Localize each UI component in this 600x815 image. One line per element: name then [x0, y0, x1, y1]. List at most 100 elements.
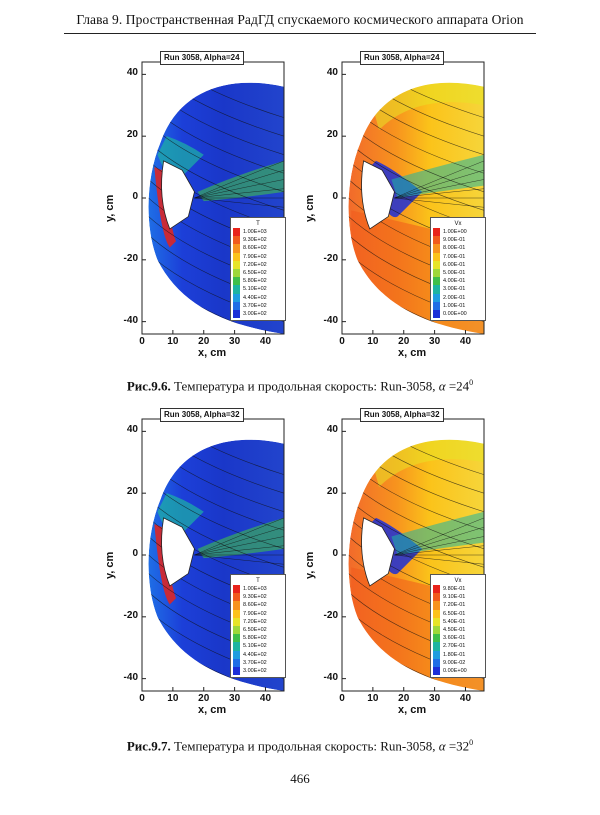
x-axis-label: x, cm	[198, 704, 227, 716]
legend-entry: 8.00E-01	[433, 244, 483, 253]
legend-swatch	[433, 244, 440, 253]
legend-value: 1.00E+03	[243, 586, 267, 593]
legend-entry: 9.30E+02	[233, 236, 283, 245]
color-legend: T 1.00E+03 9.30E+02 8.60E+02 7.90E+02 7.20E+0…	[230, 574, 286, 679]
legend-swatch	[233, 293, 240, 302]
x-axis-label: x, cm	[398, 704, 427, 716]
legend-swatch	[433, 585, 440, 594]
legend-entry: 2.70E-01	[433, 642, 483, 651]
header-rule	[64, 33, 536, 34]
legend-value: 1.00E+00	[443, 229, 467, 236]
legend-swatch	[233, 650, 240, 659]
legend-swatch	[233, 277, 240, 286]
legend-value: 6.50E-01	[443, 610, 466, 617]
plot-temperature-alpha32: Run 3058, Alpha=32 40 20 0 -20 -40 0 10 20 30 40 x,…	[104, 408, 288, 716]
legend-entry: 2.00E-01	[433, 293, 483, 302]
y-tick-label: 20	[326, 129, 338, 141]
legend-value: 4.00E-01	[443, 278, 466, 285]
x-tick-label: 10	[167, 336, 179, 347]
legend-entry: 4.00E-01	[433, 277, 483, 286]
legend-value: 5.80E+02	[243, 278, 267, 285]
legend-value: 5.40E-01	[443, 618, 466, 625]
y-tick-label: 0	[332, 191, 338, 202]
legend-swatch	[233, 609, 240, 618]
legend-entry: 3.00E-01	[433, 285, 483, 294]
legend-entry: 6.50E-01	[433, 609, 483, 618]
legend-value: 3.70E+02	[243, 659, 267, 666]
y-tick-label: -40	[323, 671, 338, 683]
y-tick-label: 20	[326, 486, 338, 498]
legend-value: 9.00E-02	[443, 659, 466, 666]
legend-value: 0.00E+00	[443, 310, 467, 317]
legend-swatch	[233, 244, 240, 253]
legend-value: 8.60E+02	[243, 602, 267, 609]
legend-value: 1.00E-01	[443, 302, 466, 309]
plot-title: Run 3058, Alpha=32	[360, 408, 444, 422]
legend-value: 0.00E+00	[443, 667, 467, 674]
legend-entry: 1.00E+00	[433, 228, 483, 237]
plot-velocity-alpha32: Run 3058, Alpha=32 40 20 0 -20 -40 0 10 20 30 40 x,…	[304, 408, 488, 716]
legend-swatch	[233, 236, 240, 245]
legend-value: 9.80E-01	[443, 586, 466, 593]
x-tick-label: 10	[167, 693, 179, 704]
legend-entry: 1.00E+03	[233, 228, 283, 237]
legend-swatch	[433, 268, 440, 278]
x-tick-label: 40	[259, 693, 272, 704]
legend-swatch	[233, 301, 240, 310]
x-tick-label: 0	[139, 693, 145, 704]
legend-value: 1.00E+03	[243, 229, 267, 236]
y-tick-label: 20	[126, 129, 138, 141]
legend-swatch	[433, 634, 440, 643]
legend-value: 3.60E-01	[443, 635, 466, 642]
legend-value: 4.40E+02	[243, 651, 267, 658]
legend-value: 4.40E+02	[243, 294, 267, 301]
legend-swatch	[233, 666, 240, 676]
legend-value: 9.00E-01	[443, 237, 466, 244]
legend-value: 9.30E+02	[243, 594, 267, 601]
page-header: Глава 9. Пространственная РадГД спускаем…	[76, 12, 524, 27]
legend-value: 7.20E+02	[243, 261, 267, 268]
legend-swatch	[433, 617, 440, 626]
figure-caption: Рис.9.6. Температура и продольная скорос…	[126, 378, 474, 394]
legend-value: 9.30E+02	[243, 237, 267, 244]
y-tick-label: -40	[323, 314, 338, 326]
legend-entry: 6.00E-01	[433, 260, 483, 269]
legend-swatch	[433, 650, 440, 659]
legend-swatch	[433, 658, 440, 667]
x-tick-label: 30	[429, 336, 441, 347]
figure-caption: Рис.9.7. Температура и продольная скорос…	[126, 738, 474, 754]
plot-title: Run 3058, Alpha=24	[160, 51, 244, 65]
plot-temperature-alpha24: Run 3058, Alpha=24 40 20 0 -20 -40 0 10 20 30 40 x,…	[104, 51, 288, 359]
legend-swatch	[433, 301, 440, 310]
legend-value: 7.20E-01	[443, 602, 466, 609]
x-tick-label: 40	[259, 336, 272, 347]
legend-entry: 3.60E-01	[433, 634, 483, 643]
legend-entry: 5.40E-01	[433, 617, 483, 626]
x-tick-label: 0	[339, 336, 345, 347]
y-tick-label: -20	[123, 252, 138, 264]
legend-entry: 6.50E+02	[233, 625, 283, 635]
plot-velocity-alpha24: Run 3058, Alpha=24 40 20 0 -20 -40 0 10 20 30 40 x,…	[304, 51, 488, 359]
x-tick-label: 10	[367, 336, 379, 347]
page-number: 466	[290, 771, 310, 786]
legend-swatch	[233, 252, 240, 261]
y-axis-label: y, cm	[304, 194, 316, 222]
x-tick-label: 20	[398, 693, 410, 704]
legend-value: 6.50E+02	[243, 627, 267, 634]
y-tick-label: -20	[123, 609, 138, 621]
legend-value: 5.10E+02	[243, 643, 267, 650]
legend-swatch	[233, 658, 240, 667]
legend-swatch	[433, 625, 440, 635]
color-legend: T 1.00E+03 9.30E+02 8.60E+02 7.90E+02 7.20E+0…	[230, 217, 286, 322]
legend-swatch	[433, 609, 440, 618]
legend-entry: 9.00E-01	[433, 236, 483, 245]
contour-plot	[141, 61, 285, 335]
legend-entry: 5.10E+02	[233, 285, 283, 294]
legend-swatch	[433, 285, 440, 294]
y-axis-label: y, cm	[104, 194, 116, 222]
y-tick-label: 40	[326, 424, 338, 436]
legend-entry: 0.00E+00	[433, 309, 483, 319]
x-tick-label: 20	[198, 693, 210, 704]
y-tick-label: 40	[126, 424, 138, 436]
y-tick-label: 20	[126, 486, 138, 498]
